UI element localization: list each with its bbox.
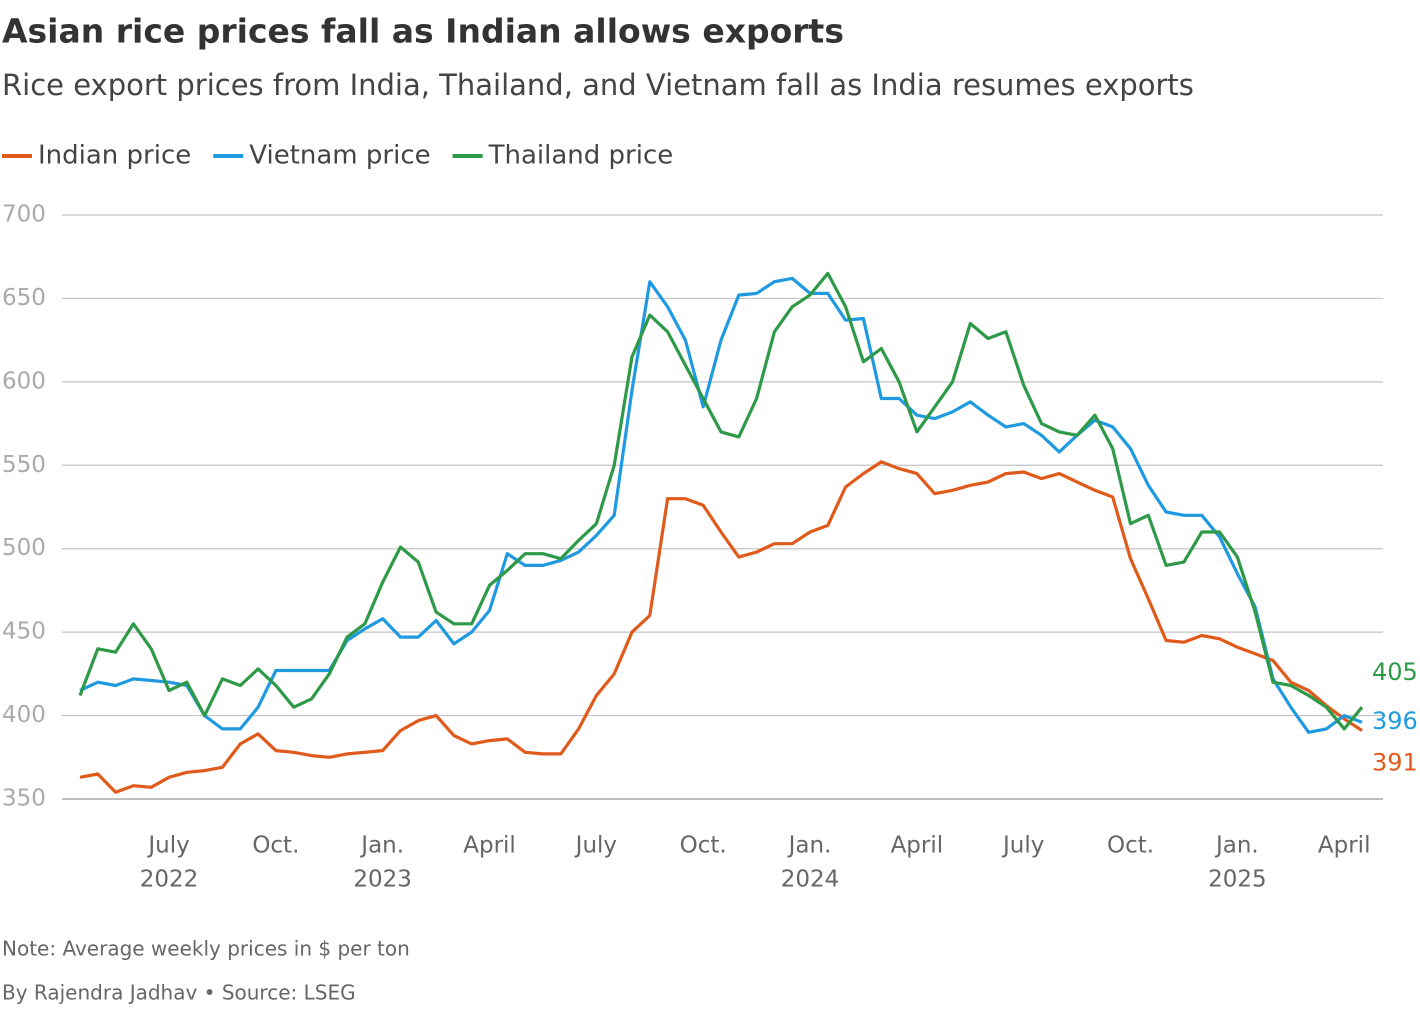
x-year-label: 2023 — [353, 867, 412, 893]
x-tick-label: Oct. — [1107, 833, 1154, 859]
y-tick-label: 700 — [2, 202, 46, 228]
y-tick-label: 500 — [2, 535, 46, 561]
y-tick-label: 450 — [2, 619, 46, 645]
end-value-label: 405 — [1372, 658, 1418, 686]
x-tick-label: Jan. — [1214, 833, 1259, 859]
note: Note: Average weekly prices in $ per ton — [2, 937, 410, 961]
x-tick-label: July — [574, 833, 617, 859]
x-tick-label: April — [891, 833, 944, 859]
legend-label: Thailand price — [488, 141, 674, 171]
x-year-label: 2025 — [1208, 867, 1267, 893]
y-tick-label: 350 — [2, 786, 46, 812]
x-tick-label: April — [1318, 833, 1371, 859]
chart-subtitle: Rice export prices from India, Thailand,… — [2, 68, 1194, 102]
y-tick-label: 600 — [2, 368, 46, 394]
x-year-label: 2024 — [781, 867, 840, 893]
chart-title: Asian rice prices fall as Indian allows … — [2, 12, 844, 51]
source: By Rajendra Jadhav • Source: LSEG — [2, 981, 356, 1005]
end-value-label: 396 — [1372, 707, 1418, 735]
x-tick-label: Jan. — [787, 833, 832, 859]
x-tick-label: Jan. — [359, 833, 404, 859]
legend-label: Indian price — [38, 141, 191, 171]
x-tick-label: July — [146, 833, 189, 859]
x-year-label: 2022 — [140, 867, 199, 893]
end-value-label: 391 — [1372, 749, 1418, 777]
series-line — [79, 460, 1363, 794]
y-tick-label: 400 — [2, 702, 46, 728]
legend-label: Vietnam price — [249, 141, 430, 171]
y-tick-label: 650 — [2, 285, 46, 311]
y-tick-label: 550 — [2, 452, 46, 478]
series-line — [78, 271, 1364, 731]
x-tick-label: July — [1001, 833, 1044, 859]
x-tick-label: Oct. — [680, 833, 727, 859]
x-tick-label: April — [463, 833, 516, 859]
x-tick-label: Oct. — [252, 833, 299, 859]
series-line — [79, 276, 1363, 734]
